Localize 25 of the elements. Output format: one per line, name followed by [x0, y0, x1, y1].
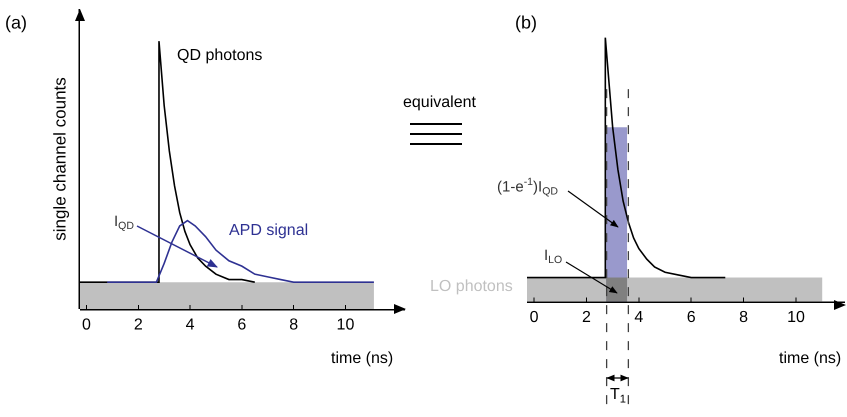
x-tick-label: 2 [582, 308, 592, 326]
series-label: QD photons [177, 47, 262, 64]
annotation: equivalent [403, 94, 476, 111]
x-tick-label: 0 [530, 308, 539, 326]
y-axis-title: single channel counts [50, 77, 70, 241]
x-tick-label: 4 [634, 308, 644, 326]
x-tick-label: 0 [82, 316, 92, 334]
text: T$_{1}$ [610, 386, 626, 406]
x-axis-title: time (ns) [331, 350, 394, 367]
x-tick-label: 10 [787, 308, 806, 326]
chart-title: (a) [5, 12, 27, 32]
x-tick-label: 10 [336, 316, 354, 334]
annotation: I$_{QD}$ [114, 213, 134, 232]
x-tick-label: 6 [237, 316, 246, 334]
x-tick-label: 8 [739, 308, 748, 326]
x-tick-label: 6 [686, 308, 696, 326]
annotation: (1-e$^{-1}$)I$_{QD}$ [497, 176, 558, 198]
series-label: APD signal [229, 222, 308, 239]
x-tick-label: 4 [186, 316, 195, 334]
chart-title: (b) [515, 12, 537, 32]
series-label: LO photons [430, 278, 513, 295]
x-axis-title: time (ns) [779, 350, 842, 367]
x-tick-label: 2 [134, 316, 143, 334]
x-tick-label: 8 [289, 316, 298, 334]
annotation: I$_{LO}$ [544, 247, 562, 266]
